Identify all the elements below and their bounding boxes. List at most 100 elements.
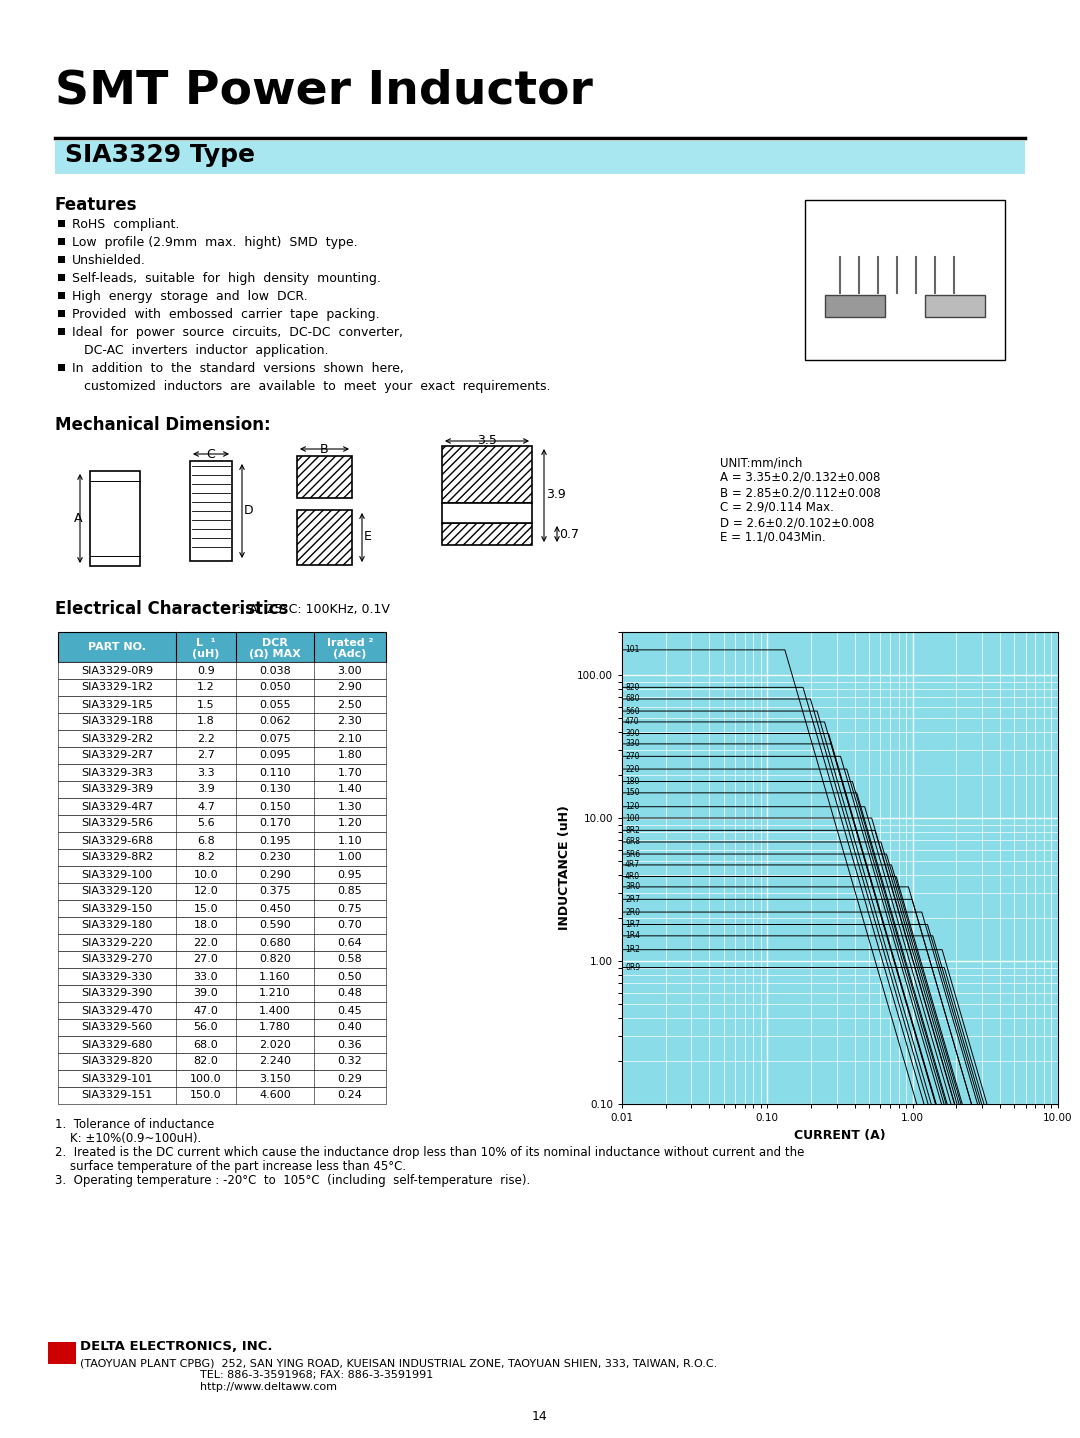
Text: 2.  Ireated is the DC current which cause the inductance drop less than 10% of i: 2. Ireated is the DC current which cause… [55, 1146, 805, 1159]
Text: K: ±10%(0.9~100uH).: K: ±10%(0.9~100uH). [55, 1132, 201, 1145]
Text: SIA3329-3R3: SIA3329-3R3 [81, 768, 153, 778]
Text: B: B [320, 443, 328, 456]
Text: 180: 180 [625, 777, 639, 787]
Text: 0.48: 0.48 [338, 988, 363, 998]
Text: 0.70: 0.70 [338, 920, 363, 930]
Bar [297, 510, 352, 565]
Text: 0.29: 0.29 [338, 1074, 363, 1083]
Bar [58, 746, 386, 764]
Text: 5.6: 5.6 [198, 818, 215, 828]
Bar [58, 239, 65, 244]
Polygon shape [850, 220, 960, 255]
Text: 120: 120 [625, 802, 639, 811]
Text: SIA3329-4R7: SIA3329-4R7 [81, 801, 153, 811]
Text: SIA3329-1R8: SIA3329-1R8 [81, 716, 153, 726]
Text: L  ¹: L ¹ [197, 638, 216, 649]
Text: 0.95: 0.95 [338, 870, 363, 880]
Bar [58, 364, 65, 371]
Text: 10.0: 10.0 [193, 870, 218, 880]
Text: 270: 270 [625, 752, 639, 761]
Polygon shape [52, 1346, 72, 1362]
Text: 0.375: 0.375 [259, 886, 291, 896]
Text: 220: 220 [625, 765, 639, 774]
Text: 27.0: 27.0 [193, 955, 218, 965]
Text: (uH): (uH) [192, 649, 219, 659]
Text: 33.0: 33.0 [193, 972, 218, 982]
Text: 2.7: 2.7 [197, 751, 215, 761]
Text: 0.038: 0.038 [259, 666, 291, 676]
Bar [924, 295, 985, 316]
Text: 0.110: 0.110 [259, 768, 291, 778]
Text: 2.020: 2.020 [259, 1040, 291, 1050]
Text: 2.50: 2.50 [338, 699, 363, 709]
Bar [58, 917, 386, 935]
Bar [58, 764, 386, 781]
Text: DCR: DCR [262, 638, 288, 649]
Text: SIA3329-3R9: SIA3329-3R9 [81, 785, 153, 795]
Text: Electrical Characteristics: Electrical Characteristics [55, 600, 288, 618]
Text: http://www.deltaww.com: http://www.deltaww.com [200, 1382, 337, 1392]
Polygon shape [850, 255, 960, 295]
Text: Mechanical Dimension:: Mechanical Dimension: [55, 416, 271, 434]
Text: 0.170: 0.170 [259, 818, 291, 828]
Text: 39.0: 39.0 [193, 988, 218, 998]
Text: High  energy  storage  and  low  DCR.: High energy storage and low DCR. [72, 290, 308, 303]
Text: 1R7: 1R7 [625, 920, 640, 929]
Text: SIA3329 Type: SIA3329 Type [65, 142, 255, 167]
Text: (Ω) MAX: (Ω) MAX [249, 649, 301, 659]
Text: 1R2: 1R2 [625, 945, 640, 955]
Bar [622, 631, 1058, 1104]
Text: SIA3329-390: SIA3329-390 [81, 988, 152, 998]
Text: 1.780: 1.780 [259, 1022, 291, 1032]
Text: 1R4: 1R4 [625, 932, 640, 940]
Text: 22.0: 22.0 [193, 938, 218, 948]
Bar [190, 462, 232, 561]
Bar [58, 1020, 386, 1035]
Text: 0.85: 0.85 [338, 886, 363, 896]
Text: 0.9: 0.9 [198, 666, 215, 676]
Bar [442, 503, 532, 523]
Text: 0.095: 0.095 [259, 751, 291, 761]
Text: Features: Features [55, 196, 137, 214]
Text: A: A [73, 512, 82, 525]
Bar [58, 815, 386, 833]
Text: 68.0: 68.0 [193, 1040, 218, 1050]
Text: 470: 470 [625, 718, 639, 726]
Text: E: E [364, 531, 372, 544]
Text: SIA3329-680: SIA3329-680 [81, 1040, 152, 1050]
Bar [58, 292, 65, 299]
Bar [58, 1035, 386, 1053]
Text: 47.0: 47.0 [193, 1005, 218, 1015]
Text: 100.0: 100.0 [190, 1074, 221, 1083]
Text: 2.240: 2.240 [259, 1057, 291, 1067]
Bar [58, 713, 386, 731]
Text: 0.64: 0.64 [338, 938, 363, 948]
Text: 820: 820 [625, 683, 639, 692]
Bar [58, 1002, 386, 1020]
Text: customized  inductors  are  available  to  meet  your  exact  requirements.: customized inductors are available to me… [72, 380, 551, 393]
Text: TEL: 886-3-3591968; FAX: 886-3-3591991: TEL: 886-3-3591968; FAX: 886-3-3591991 [200, 1370, 433, 1380]
Bar [58, 833, 386, 848]
Text: SIA3329-220: SIA3329-220 [81, 938, 152, 948]
Text: 0.45: 0.45 [338, 1005, 363, 1015]
Text: 0.24: 0.24 [338, 1090, 363, 1100]
Bar [297, 456, 352, 498]
Text: 150: 150 [625, 788, 639, 797]
Text: 0.680: 0.680 [259, 938, 291, 948]
Text: 3.9: 3.9 [198, 785, 215, 795]
Text: 8.2: 8.2 [197, 853, 215, 863]
Text: (TAOYUAN PLANT CPBG)  252, SAN YING ROAD, KUEISAN INDUSTRIAL ZONE, TAOYUAN SHIEN: (TAOYUAN PLANT CPBG) 252, SAN YING ROAD,… [80, 1357, 717, 1368]
Text: 12.0: 12.0 [193, 886, 218, 896]
Text: 101: 101 [625, 646, 639, 654]
Text: 0.230: 0.230 [259, 853, 291, 863]
Bar [58, 848, 386, 866]
Text: Ideal  for  power  source  circuits,  DC-DC  converter,: Ideal for power source circuits, DC-DC c… [72, 326, 403, 339]
Text: 3.9: 3.9 [546, 489, 566, 502]
Text: 3.3: 3.3 [198, 768, 215, 778]
Bar [90, 472, 140, 567]
Bar [48, 1342, 76, 1365]
Bar [58, 661, 386, 679]
Text: 1.30: 1.30 [338, 801, 362, 811]
Bar [58, 781, 386, 798]
Text: DC-AC  inverters  inductor  application.: DC-AC inverters inductor application. [72, 344, 328, 357]
